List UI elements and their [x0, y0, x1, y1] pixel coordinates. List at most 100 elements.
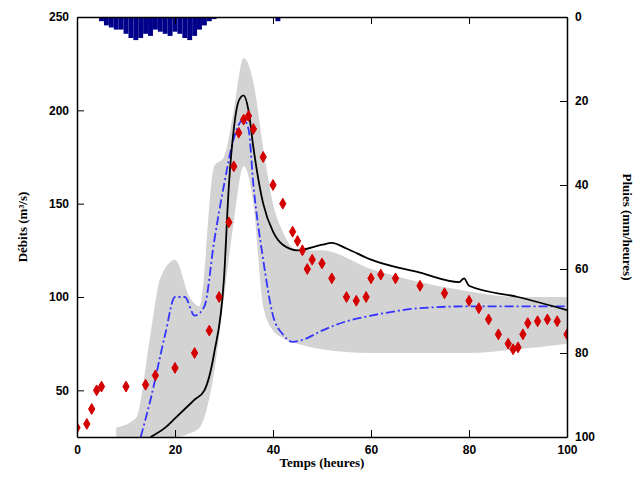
tick-label: 80 — [463, 443, 477, 457]
y-axis: 50 100 150 200 250 — [49, 10, 84, 437]
tick-label: 100 — [49, 290, 69, 304]
tick: 60 — [560, 262, 589, 276]
uncertainty-band — [116, 58, 567, 437]
point — [319, 258, 325, 269]
point — [123, 381, 129, 392]
y-axis-title: Débits (m³/s) — [15, 192, 30, 263]
point — [534, 316, 540, 327]
point — [84, 419, 90, 430]
point — [505, 338, 511, 349]
point — [294, 236, 300, 247]
rain-bar — [187, 17, 192, 40]
rain-bar — [109, 17, 114, 28]
point — [525, 318, 531, 329]
point — [441, 288, 447, 299]
tick-mark — [560, 437, 567, 438]
x-axis-top — [78, 17, 568, 24]
tick-mark — [469, 17, 470, 24]
point — [363, 292, 369, 303]
point — [353, 295, 359, 306]
line — [151, 95, 568, 437]
point — [216, 292, 222, 303]
axis-line — [567, 18, 569, 438]
point — [270, 180, 276, 191]
tick: 150 — [49, 197, 84, 211]
tick-label: 20 — [575, 94, 589, 108]
point — [226, 217, 232, 228]
tick-mark — [77, 390, 84, 391]
point — [152, 370, 158, 381]
tick-mark — [560, 185, 567, 186]
tick-label: 60 — [575, 262, 589, 276]
rain-bar — [153, 17, 158, 30]
rain-bar — [197, 17, 202, 30]
point — [206, 325, 212, 336]
point — [378, 269, 384, 280]
point — [392, 273, 398, 284]
x-axis-title: Temps (heures) — [280, 455, 365, 470]
rain-bar — [128, 17, 133, 38]
tick: 100 — [560, 430, 595, 444]
tick-mark — [175, 17, 176, 24]
rain-bar — [177, 17, 182, 34]
point — [515, 342, 521, 353]
point — [544, 314, 550, 325]
point — [89, 404, 95, 415]
tick-mark — [77, 17, 84, 18]
point — [485, 314, 491, 325]
point — [280, 198, 286, 209]
tick-mark — [560, 101, 567, 102]
tick-label: 60 — [365, 443, 379, 457]
tick-label: 200 — [49, 104, 69, 118]
tick-mark — [469, 430, 470, 437]
point — [495, 329, 501, 340]
rain-bar — [119, 17, 124, 30]
tick: 80 — [463, 430, 477, 457]
tick-label: 150 — [49, 197, 69, 211]
chart: 02040608010050100150200250020406080100Te… — [0, 0, 641, 487]
tick-mark — [77, 297, 84, 298]
tick-label: 100 — [557, 443, 577, 457]
point — [98, 381, 104, 392]
tick-mark — [273, 430, 274, 437]
marks — [77, 17, 567, 437]
point — [309, 254, 315, 265]
tick-label: 0 — [575, 10, 582, 24]
point — [417, 280, 423, 291]
y2-axis-title: Pluies (mm/heures) — [620, 174, 635, 281]
tick-mark — [371, 17, 372, 24]
point — [510, 344, 516, 355]
tick-label: 40 — [575, 178, 589, 192]
rain-bar — [148, 17, 153, 36]
rain-bar — [173, 17, 178, 32]
axis-line — [78, 17, 568, 19]
tick-label: 40 — [267, 443, 281, 457]
point — [250, 124, 256, 135]
rain-bar — [138, 17, 143, 38]
rain-bar — [182, 17, 187, 38]
point — [231, 161, 237, 172]
bars — [99, 17, 280, 40]
tick-label: 100 — [575, 430, 595, 444]
tick-mark — [560, 269, 567, 270]
tick: 20 — [560, 94, 589, 108]
point — [299, 245, 305, 256]
tick-label: 0 — [74, 443, 81, 457]
tick-mark — [77, 204, 84, 205]
y2-axis: 020406080100 — [560, 10, 595, 444]
tick-mark — [77, 110, 84, 111]
tick-mark — [560, 353, 567, 354]
tick-label: 50 — [56, 384, 70, 398]
tick-mark — [273, 17, 274, 24]
tick: 40 — [267, 430, 281, 457]
axis-line — [78, 437, 568, 439]
point — [520, 329, 526, 340]
point — [554, 316, 560, 327]
tick: 20 — [169, 430, 183, 457]
x-axis: 0 20 40 60 80 100 — [74, 430, 578, 457]
rain-bar — [192, 17, 197, 36]
tick-label: 20 — [169, 443, 183, 457]
tick-label: 250 — [49, 10, 69, 24]
point — [172, 363, 178, 374]
tick: 100 — [49, 290, 84, 304]
